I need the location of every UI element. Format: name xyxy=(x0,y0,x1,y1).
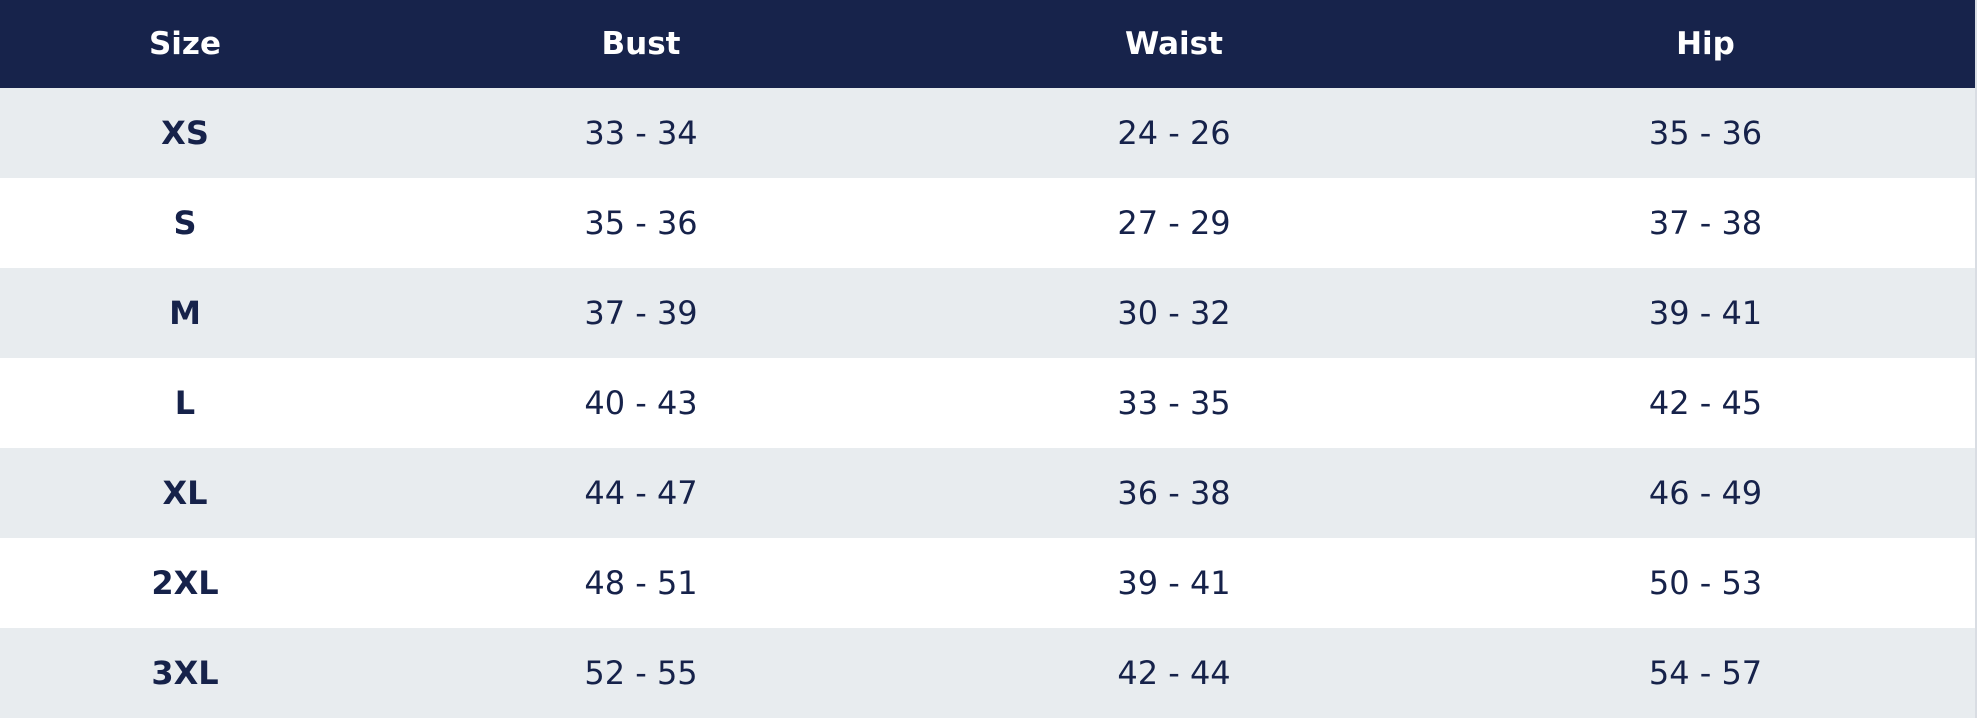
measurement-cell: 24 - 26 xyxy=(1117,114,1231,152)
header-row: Size Bust Waist Hip xyxy=(0,0,1976,88)
size-cell: 2XL xyxy=(151,564,219,602)
measurement-cell: 35 - 36 xyxy=(584,204,698,242)
measurement-cell: 44 - 47 xyxy=(584,474,698,512)
measurement-cell: 48 - 51 xyxy=(584,564,698,602)
table-row: XS 33 - 34 24 - 26 35 - 36 xyxy=(0,88,1976,178)
column-header: Hip xyxy=(1676,26,1735,62)
table-row: 2XL 48 - 51 39 - 41 50 - 53 xyxy=(0,538,1976,628)
measurement-cell: 33 - 34 xyxy=(584,114,698,152)
measurement-cell: 42 - 45 xyxy=(1648,384,1763,422)
measurement-cell: 30 - 32 xyxy=(1117,294,1231,332)
measurement-cell: 46 - 49 xyxy=(1648,474,1763,512)
measurement-cell: 36 - 38 xyxy=(1117,474,1231,512)
size-cell: XL xyxy=(162,474,208,512)
measurement-cell: 35 - 36 xyxy=(1648,114,1763,152)
table-body: XS 33 - 34 24 - 26 35 - 36 S 35 - 36 27 - 29 37… xyxy=(0,88,1976,718)
column-header: Bust xyxy=(601,26,681,62)
measurement-cell: 50 - 53 xyxy=(1648,564,1763,602)
measurement-cell: 37 - 38 xyxy=(1648,204,1763,242)
size-cell: S xyxy=(173,204,197,242)
table-header: Size Bust Waist Hip xyxy=(0,0,1976,88)
measurement-cell: 40 - 43 xyxy=(584,384,698,422)
measurement-cell: 42 - 44 xyxy=(1117,654,1231,692)
table-row: XL 44 - 47 36 - 38 46 - 49 xyxy=(0,448,1976,538)
table-row: S 35 - 36 27 - 29 37 - 38 xyxy=(0,178,1976,268)
column-header: Waist xyxy=(1125,26,1223,62)
table-row: 3XL 52 - 55 42 - 44 54 - 57 xyxy=(0,628,1976,718)
column-header: Size xyxy=(148,26,222,62)
table-row: L 40 - 43 33 - 35 42 - 45 xyxy=(0,358,1976,448)
measurement-cell: 54 - 57 xyxy=(1648,654,1763,692)
measurement-cell: 33 - 35 xyxy=(1117,384,1231,422)
measurement-cell: 39 - 41 xyxy=(1117,564,1231,602)
measurement-cell: 52 - 55 xyxy=(584,654,698,692)
measurement-cell: 39 - 41 xyxy=(1648,294,1763,332)
measurement-cell: 27 - 29 xyxy=(1117,204,1231,242)
table-row: M 37 - 39 30 - 32 39 - 41 xyxy=(0,268,1976,358)
measurement-cell: 37 - 39 xyxy=(584,294,698,332)
size-cell: L xyxy=(174,384,196,422)
size-cell: XS xyxy=(161,114,209,152)
size-cell: 3XL xyxy=(151,654,219,692)
size-cell: M xyxy=(169,294,201,332)
